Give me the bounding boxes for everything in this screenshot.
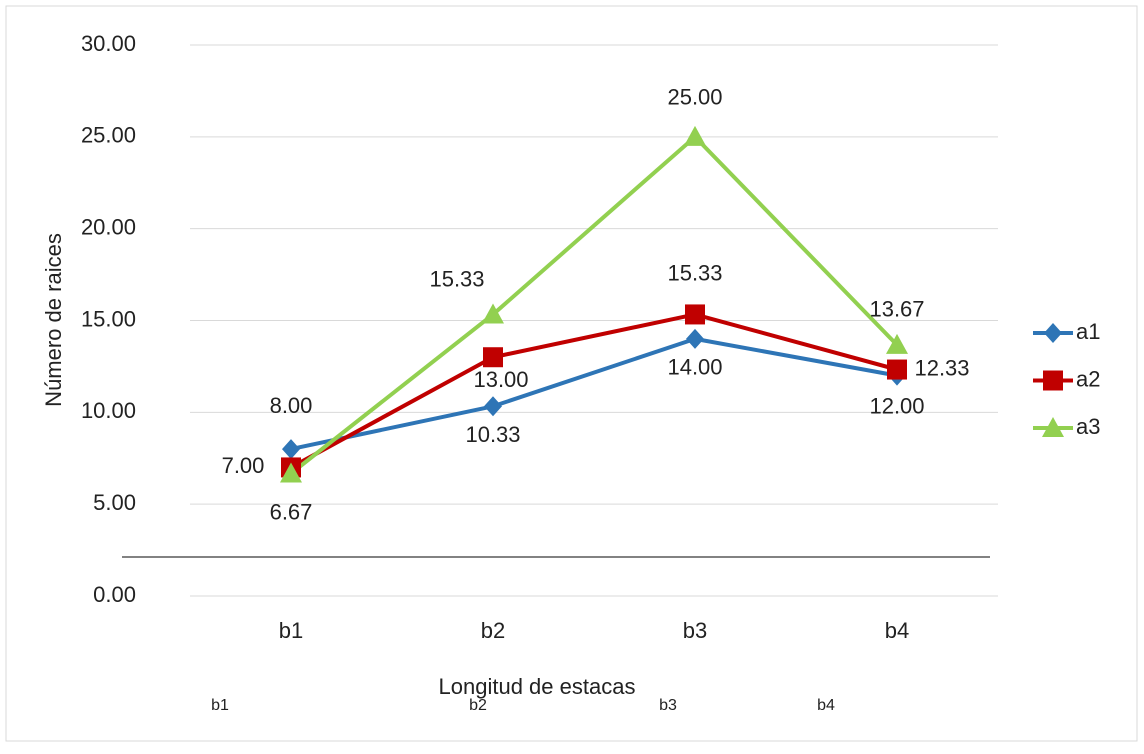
series-line xyxy=(290,312,898,470)
data-point xyxy=(280,462,302,483)
data-label: 6.67 xyxy=(270,499,313,524)
data-label: 13.67 xyxy=(869,297,924,322)
y-tick-label: 15.00 xyxy=(81,306,136,331)
data-label: 15.33 xyxy=(429,266,484,291)
data-label: 13.00 xyxy=(473,367,528,392)
series-line xyxy=(290,336,898,452)
data-label: 15.33 xyxy=(667,260,722,285)
y-axis-label: Número de raices xyxy=(41,233,66,407)
data-label: 12.00 xyxy=(869,393,924,418)
series-line xyxy=(289,134,899,476)
data-point xyxy=(482,303,504,324)
y-tick-label: 25.00 xyxy=(81,123,136,148)
legend-label: a2 xyxy=(1076,366,1100,391)
data-point xyxy=(483,347,503,368)
secondary-label: b3 xyxy=(659,697,677,714)
data-label: 14.00 xyxy=(667,355,722,380)
secondary-label: b4 xyxy=(817,697,835,714)
x-tick-label: b3 xyxy=(683,618,707,643)
data-label: 12.33 xyxy=(914,355,969,380)
legend-marker xyxy=(1043,370,1063,391)
data-point xyxy=(685,304,705,325)
y-tick-label: 0.00 xyxy=(93,582,136,607)
y-tick-label: 20.00 xyxy=(81,214,136,239)
data-point xyxy=(887,359,907,380)
secondary-label: b2 xyxy=(469,697,487,714)
data-point xyxy=(686,328,704,349)
x-tick-label: b2 xyxy=(481,618,505,643)
data-point xyxy=(684,125,706,146)
legend-marker xyxy=(1044,323,1062,343)
y-tick-label: 10.00 xyxy=(81,398,136,423)
x-tick-label: b4 xyxy=(885,618,909,643)
chart-border xyxy=(5,5,1138,742)
y-tick-label: 30.00 xyxy=(81,31,136,56)
legend-marker xyxy=(1042,417,1064,437)
data-label: 25.00 xyxy=(667,85,722,110)
legend-label: a1 xyxy=(1076,319,1100,344)
x-tick-label: b1 xyxy=(279,618,303,643)
data-point xyxy=(484,396,502,417)
data-label: 8.00 xyxy=(270,393,313,418)
data-label: 7.00 xyxy=(222,453,265,478)
x-axis-label: Longitud de estacas xyxy=(439,674,636,699)
data-label: 10.33 xyxy=(465,422,520,447)
y-tick-label: 5.00 xyxy=(93,490,136,515)
secondary-label: b1 xyxy=(211,697,229,714)
data-point xyxy=(886,333,908,354)
legend-label: a3 xyxy=(1076,414,1100,439)
data-point xyxy=(282,439,300,460)
